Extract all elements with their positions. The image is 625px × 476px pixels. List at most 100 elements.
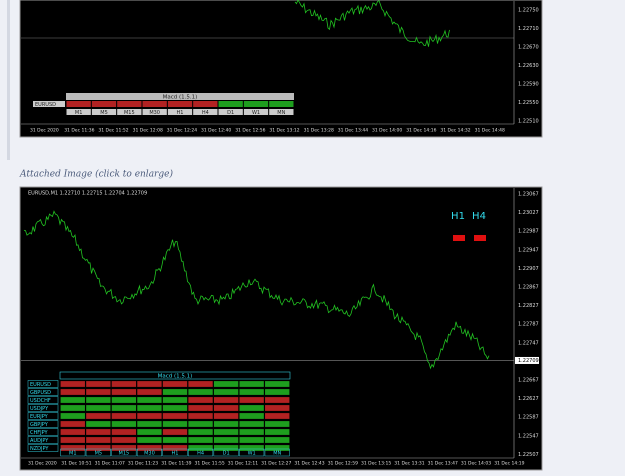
timeframe-label: M1 (69, 450, 77, 456)
time-label: 31 Dec 12:27 (261, 461, 291, 467)
signal-cell (265, 397, 290, 403)
signal-label: H4 (472, 211, 486, 222)
signal-cell (86, 389, 111, 395)
signal-cell (265, 405, 290, 411)
signal-cell (269, 101, 294, 107)
symbol-label: AUDJPY (30, 438, 49, 444)
signal-cell (111, 437, 137, 443)
time-label: 31 Dec 13:28 (304, 128, 334, 134)
price-label: 1.22827 (518, 303, 539, 309)
time-label: 31 Dec 12:24 (167, 128, 197, 134)
time-label: 31 Dec 12:43 (294, 461, 324, 467)
signal-cell (137, 381, 162, 387)
top-chart-image[interactable] (19, 0, 543, 138)
time-label: 31 Dec 12:56 (235, 128, 265, 134)
timeframe-box (193, 109, 218, 115)
signal-cell (188, 429, 213, 435)
signal-cell (60, 437, 85, 443)
symbol-label: NZDJPY (30, 446, 49, 452)
current-price-box (515, 356, 539, 364)
signal-cell (213, 437, 239, 443)
signal-cell (265, 421, 290, 427)
symbol-box (27, 428, 59, 436)
quote-bar (7, 0, 10, 160)
signal-cell (86, 437, 111, 443)
price-label: 1.22550 (518, 100, 539, 106)
symbol-box (27, 404, 59, 412)
timeframe-label: MN (273, 450, 281, 456)
signal-cell (137, 445, 162, 451)
time-label: 31 Dec 13:12 (269, 128, 299, 134)
signal-cell (188, 397, 213, 403)
signal-cell (167, 101, 193, 107)
price-line (23, 210, 490, 370)
signal-box (474, 235, 486, 241)
signal-cell (218, 101, 243, 107)
time-label: 31 Dec 12:11 (228, 461, 258, 467)
signal-cell (137, 389, 162, 395)
signal-cell (111, 429, 137, 435)
timeframe-box (66, 109, 91, 115)
signal-cell (86, 429, 111, 435)
symbol-box (27, 444, 59, 452)
signal-cell (239, 389, 264, 395)
signal-cell (188, 445, 213, 451)
timeframe-box (264, 448, 290, 457)
signal-cell (86, 445, 111, 451)
chart-header: EURUSD,M1 1.22710 1.22715 1.22704 1.2270… (28, 191, 147, 197)
signal-cell (86, 421, 111, 427)
signal-cell (86, 397, 111, 403)
timeframe-label: MN (277, 110, 285, 116)
symbol-box (27, 412, 59, 420)
signal-cell (265, 445, 290, 451)
timeframe-label: H1 (172, 450, 179, 456)
signal-cell (188, 437, 213, 443)
timeframe-label: M15 (124, 110, 135, 116)
timeframe-label: M15 (119, 450, 130, 456)
time-label: 31 Dec 14:19 (494, 461, 524, 467)
timeframe-label: M5 (95, 450, 103, 456)
symbol-label: GBPUSD (30, 390, 51, 396)
price-label: 1.22510 (518, 119, 539, 125)
bottom-chart-image[interactable] (19, 186, 543, 471)
price-label: 1.22670 (518, 45, 539, 51)
time-label: 31 Dec 13:47 (428, 461, 458, 467)
signal-cell (188, 389, 213, 395)
symbol-label: EURUSD (30, 382, 51, 388)
time-label: 31 Dec 11:52 (98, 128, 128, 134)
time-label: 31 Dec 14:16 (406, 128, 436, 134)
timeframe-box (117, 109, 142, 115)
caption[interactable]: Attached Image (click to enlarge) (19, 169, 173, 180)
time-label: 31 Dec 11:36 (64, 128, 94, 134)
symbol-box (33, 101, 65, 107)
indicator-title: Macd (1.5.1) (158, 373, 193, 379)
signal-cell (117, 101, 142, 107)
timeframe-label: M1 (75, 110, 83, 116)
price-label: 1.23067 (518, 192, 539, 198)
signal-cell (213, 421, 239, 427)
signal-cell (60, 381, 85, 387)
time-label: 31 Dec 2020 (30, 128, 59, 134)
timeframe-box (111, 448, 137, 457)
timeframe-box (239, 448, 265, 457)
timeframe-box (162, 448, 188, 457)
signal-cell (239, 421, 264, 427)
price-label: 1.22907 (518, 266, 539, 272)
time-label: 31 Dec 11:07 (95, 461, 125, 467)
signal-cell (239, 445, 264, 451)
signal-cell (86, 413, 111, 419)
signal-cell (193, 101, 218, 107)
signal-cell (188, 413, 213, 419)
price-label: 1.22867 (518, 285, 539, 291)
time-label: 31 Dec 12:40 (201, 128, 231, 134)
price-label: 1.22587 (518, 415, 539, 421)
price-label: 1.22547 (518, 433, 539, 439)
time-label: 31 Dec 11:39 (161, 461, 191, 467)
time-label: 31 Dec 13:15 (361, 461, 391, 467)
timeframe-label: H4 (202, 110, 209, 116)
timeframe-label: M30 (149, 110, 160, 116)
signal-cell (239, 413, 264, 419)
symbol-box (27, 388, 59, 396)
signal-cell (86, 405, 111, 411)
signal-cell (111, 389, 137, 395)
